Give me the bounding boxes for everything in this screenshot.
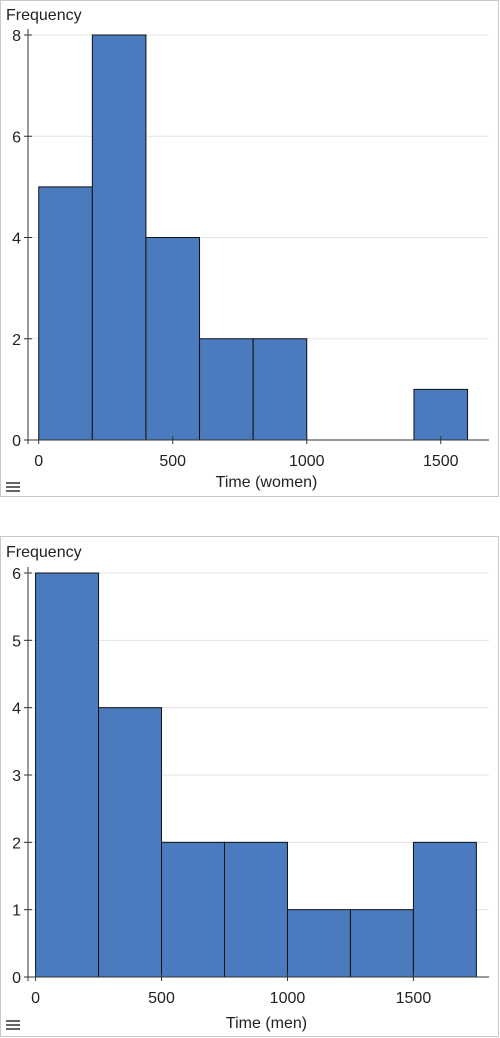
y-tick-label: 8	[12, 28, 21, 45]
x-tick-label: 1000	[289, 453, 325, 470]
hamburger-menu-icon[interactable]	[6, 1020, 20, 1031]
x-tick-label: 1500	[423, 453, 459, 470]
y-tick-label: 4	[12, 231, 21, 248]
histogram-bar	[199, 338, 254, 441]
histogram-panel-men: 0 1 2 3 4 5 6 0 500 1000 1500 Frequency Time (men)	[0, 536, 499, 1037]
y-tick-label: 5	[12, 633, 21, 650]
y-tick-label: 0	[12, 433, 21, 450]
x-tick-label: 500	[159, 453, 186, 470]
histogram-bar	[161, 841, 225, 978]
y-axis-label: Frequency	[6, 7, 82, 24]
histogram-panel-women: 0 2 4 6 8 0 500 1000 1500 Frequency Time (women)	[0, 0, 499, 497]
y-tick-label: 6	[12, 566, 21, 583]
x-axis-label: Time (men)	[226, 1015, 307, 1032]
histogram-women: 0 2 4 6 8 0 500 1000 1500 Frequency Time (women)	[6, 7, 489, 491]
histogram-bar	[349, 909, 414, 978]
y-tick-label: 6	[12, 129, 21, 146]
x-tick-label: 500	[148, 990, 175, 1007]
histogram-bar	[252, 338, 308, 441]
histogram-men: 0 1 2 3 4 5 6 0 500 1000 1500 Frequency Time (men)	[6, 544, 489, 1032]
histogram-bar	[286, 909, 351, 978]
y-tick-label: 4	[12, 701, 21, 718]
x-axis-label: Time (women)	[216, 474, 318, 491]
histogram-bar	[145, 237, 201, 441]
x-tick-label: 1500	[396, 990, 432, 1007]
histogram-bar	[98, 707, 163, 978]
x-tick-label: 1000	[270, 990, 306, 1007]
y-tick-label: 1	[12, 903, 21, 920]
y-tick-label: 3	[12, 768, 21, 785]
histogram-bar	[91, 34, 147, 441]
y-tick-label: 0	[12, 970, 21, 987]
hamburger-menu-icon[interactable]	[6, 482, 20, 493]
histogram-bar	[35, 572, 100, 978]
histogram-bar	[413, 388, 469, 441]
histogram-bar	[412, 841, 477, 978]
histogram-bar	[223, 841, 288, 978]
x-tick-label: 0	[34, 453, 43, 470]
y-tick-label: 2	[12, 332, 21, 349]
histogram-bar	[38, 186, 93, 441]
y-tick-label: 2	[12, 835, 21, 852]
y-axis-label: Frequency	[6, 544, 82, 561]
x-tick-label: 0	[31, 990, 40, 1007]
